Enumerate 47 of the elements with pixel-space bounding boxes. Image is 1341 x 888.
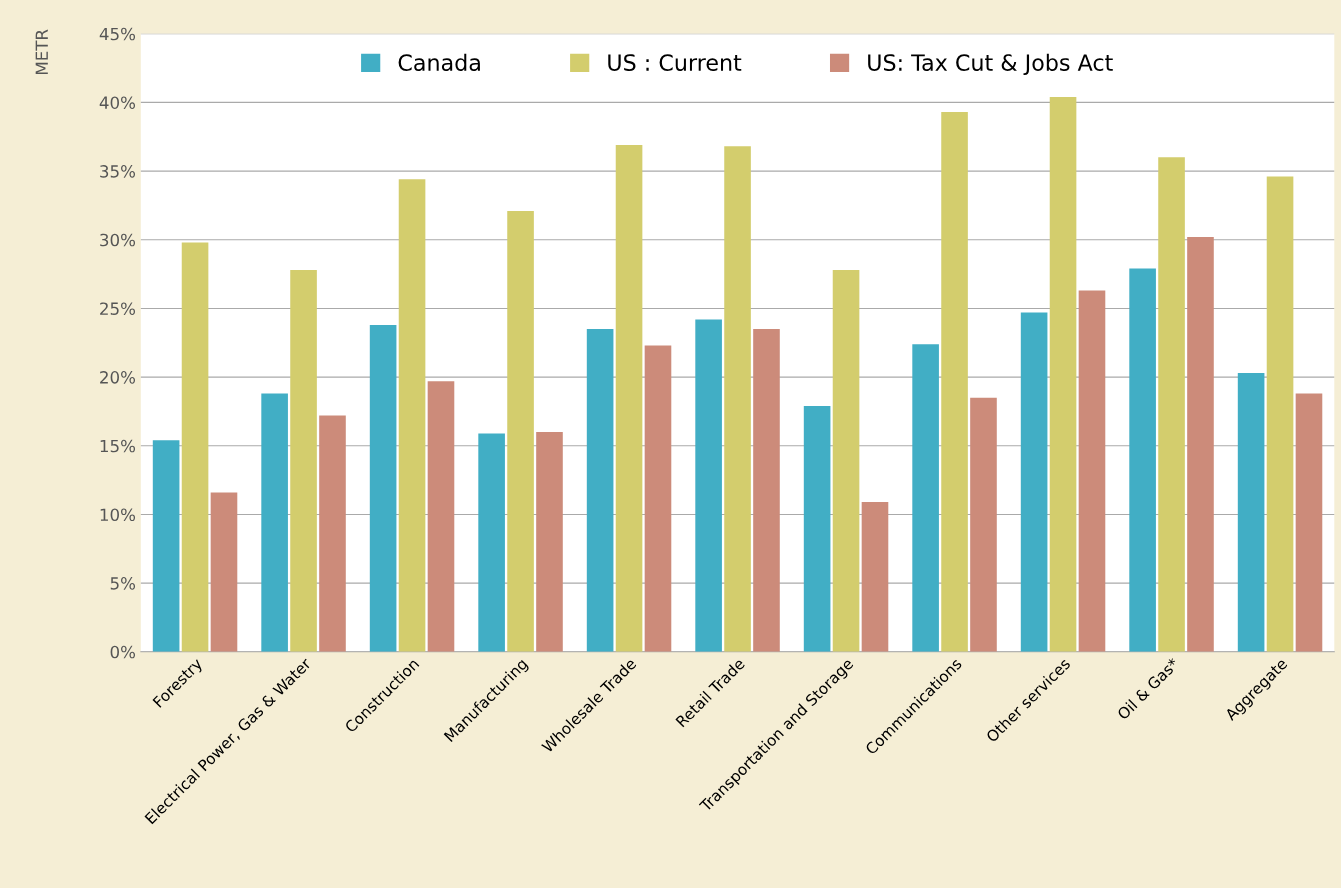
bar <box>290 269 317 652</box>
bar <box>369 324 397 652</box>
y-tick-label: 25% <box>100 302 136 315</box>
bar <box>1129 268 1156 652</box>
bar <box>1266 176 1294 652</box>
bar <box>1049 96 1077 652</box>
y-axis-title: METR <box>35 29 48 74</box>
bar <box>261 393 288 652</box>
bar <box>536 432 563 652</box>
bar <box>1158 157 1185 652</box>
bar <box>1237 372 1265 652</box>
bar <box>1295 393 1323 652</box>
bar <box>152 440 180 652</box>
bar <box>319 415 346 652</box>
bar <box>644 345 672 652</box>
bar <box>912 344 939 652</box>
bar <box>861 502 889 652</box>
y-tick-label: 5% <box>110 577 136 590</box>
bar <box>724 146 751 652</box>
bar <box>803 405 831 652</box>
bar <box>1187 237 1214 652</box>
bar <box>478 433 505 652</box>
legend-label: Canada <box>398 53 480 71</box>
bar <box>615 144 643 652</box>
bar <box>832 269 860 652</box>
bar <box>695 319 722 652</box>
y-tick-label: 0% <box>110 645 136 659</box>
y-tick-label: 20% <box>100 371 136 384</box>
y-tick-label: 10% <box>100 508 136 522</box>
bar <box>753 329 780 652</box>
legend-label: US: Tax Cut & Jobs Act <box>868 53 1113 76</box>
bar <box>427 381 455 652</box>
bar <box>941 112 968 652</box>
bar <box>181 242 209 652</box>
bar <box>398 179 426 652</box>
y-tick-label: 40% <box>99 96 136 109</box>
y-tick-label: 45% <box>99 27 136 41</box>
bar <box>586 329 614 652</box>
y-tick-label: 30% <box>100 233 136 247</box>
bar <box>210 492 238 652</box>
bar <box>970 397 997 652</box>
bar <box>507 210 534 652</box>
y-tick-label: 15% <box>100 439 136 453</box>
bar <box>1020 312 1048 652</box>
bar <box>1078 290 1106 652</box>
legend-label: US : Current <box>608 54 742 71</box>
y-tick-label: 35% <box>100 165 136 178</box>
